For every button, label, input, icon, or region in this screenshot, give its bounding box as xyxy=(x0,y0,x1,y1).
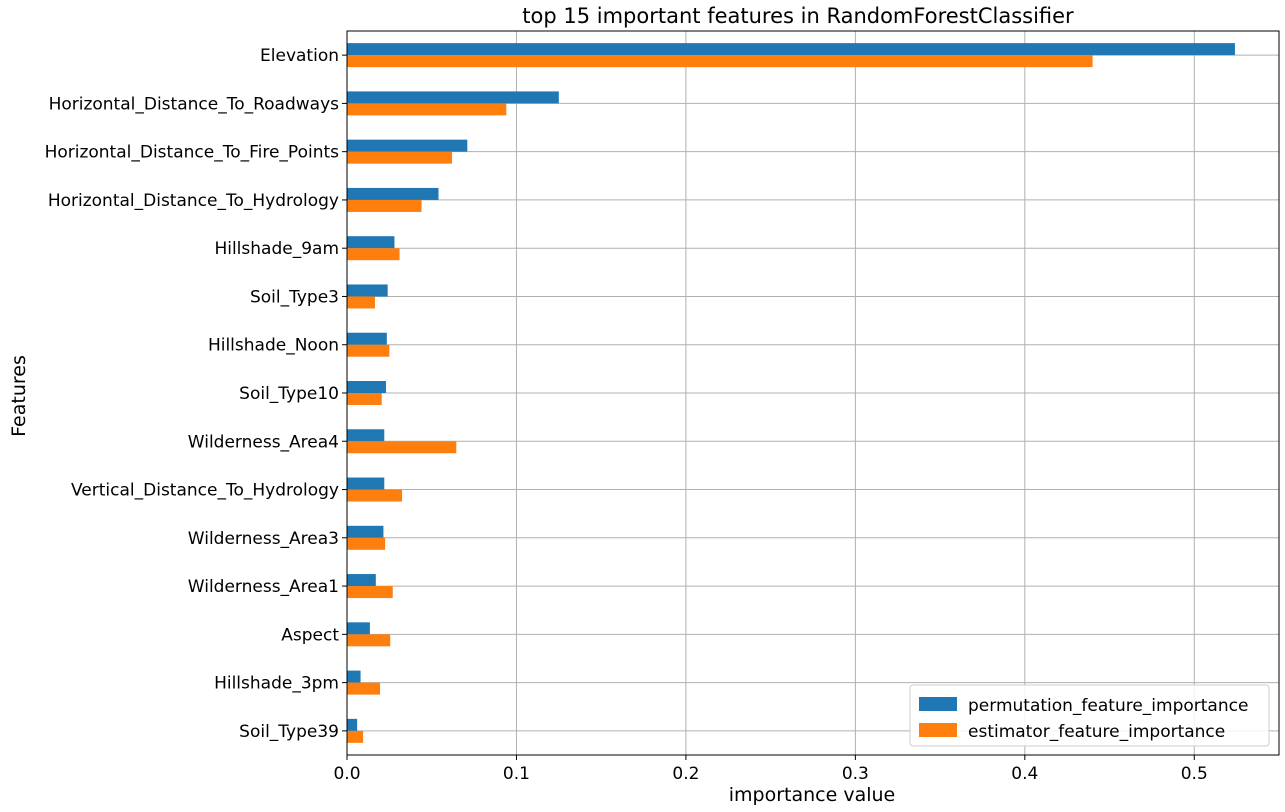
permutation-bar xyxy=(347,187,439,200)
legend-swatch xyxy=(919,723,957,737)
estimator-bar xyxy=(347,248,400,261)
y-axis-label: Features xyxy=(8,355,30,437)
permutation-bar xyxy=(347,718,358,731)
x-tick-label: 0.1 xyxy=(503,764,530,784)
estimator-bar xyxy=(347,489,403,502)
estimator-bar xyxy=(347,634,391,647)
y-tick-label: Aspect xyxy=(281,625,339,645)
permutation-bar xyxy=(347,525,384,538)
x-tick-label: 0.4 xyxy=(1011,764,1038,784)
estimator-bar xyxy=(347,296,375,309)
permutation-bar xyxy=(347,429,385,442)
y-tick-label: Horizontal_Distance_To_Roadways xyxy=(49,94,340,114)
estimator-bar xyxy=(347,682,381,695)
estimator-bar xyxy=(347,103,507,116)
x-axis-label: importance value xyxy=(729,784,896,806)
y-tick-label: Soil_Type3 xyxy=(250,287,339,307)
bars xyxy=(347,43,1235,743)
y-tick-label: Wilderness_Area1 xyxy=(188,577,339,597)
permutation-bar xyxy=(347,236,395,249)
permutation-bar xyxy=(347,574,376,587)
y-tick-label: Soil_Type10 xyxy=(239,384,339,404)
legend-box xyxy=(909,684,1270,747)
y-tick-label: Wilderness_Area3 xyxy=(188,529,339,549)
y-tick-label: Horizontal_Distance_To_Hydrology xyxy=(48,191,339,211)
chart-title: top 15 important features in RandomFores… xyxy=(522,4,1074,28)
estimator-bar xyxy=(347,537,386,550)
x-tick-label: 0.0 xyxy=(333,764,360,784)
y-axis: Elevation Horizontal_Distance_To_Roadways… xyxy=(45,46,347,742)
x-axis: 0.0 0.1 0.2 0.3 0.4 0.5 xyxy=(333,755,1208,784)
estimator-bar xyxy=(347,199,422,212)
y-tick-label: Horizontal_Distance_To_Fire_Points xyxy=(45,143,340,163)
y-tick-label: Hillshade_Noon xyxy=(208,336,339,356)
estimator-bar xyxy=(347,344,390,357)
permutation-bar xyxy=(347,477,385,490)
estimator-bar xyxy=(347,586,393,599)
x-tick-label: 0.5 xyxy=(1181,764,1208,784)
y-tick-label: Hillshade_3pm xyxy=(214,674,339,694)
legend-swatch xyxy=(919,697,957,711)
permutation-bar xyxy=(347,622,370,635)
permutation-bar xyxy=(347,332,387,345)
legend: permutation_feature_importance estimator_… xyxy=(909,684,1270,747)
permutation-bar xyxy=(347,381,386,393)
y-tick-label: Vertical_Distance_To_Hydrology xyxy=(71,481,339,501)
estimator-bar xyxy=(347,730,364,743)
estimator-bar xyxy=(347,441,457,454)
y-tick-label: Soil_Type39 xyxy=(239,722,339,742)
permutation-bar xyxy=(347,284,388,297)
y-tick-label: Hillshade_9am xyxy=(214,239,339,259)
x-tick-label: 0.3 xyxy=(842,764,869,784)
legend-label: estimator_feature_importance xyxy=(968,722,1225,742)
estimator-bar xyxy=(347,151,453,164)
x-tick-label: 0.2 xyxy=(672,764,699,784)
estimator-bar xyxy=(347,393,382,405)
permutation-bar xyxy=(347,670,361,683)
y-tick-label: Elevation xyxy=(260,46,339,66)
permutation-bar xyxy=(347,43,1235,56)
y-tick-label: Wilderness_Area4 xyxy=(188,432,339,452)
permutation-bar xyxy=(347,91,559,104)
permutation-bar xyxy=(347,139,468,152)
legend-label: permutation_feature_importance xyxy=(968,696,1248,716)
estimator-bar xyxy=(347,55,1093,68)
